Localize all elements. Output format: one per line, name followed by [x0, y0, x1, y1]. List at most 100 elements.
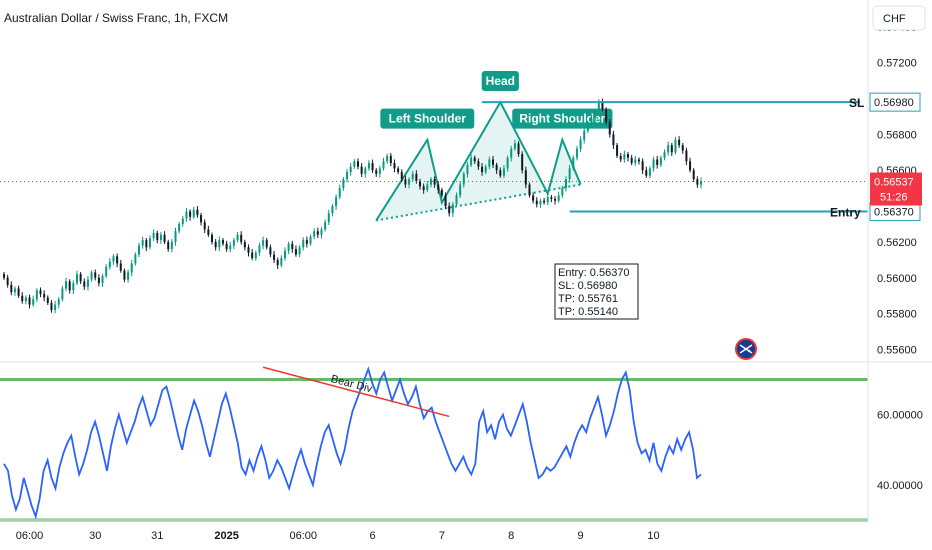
candle [240, 231, 243, 245]
candle-body [138, 245, 141, 255]
candle [528, 182, 531, 198]
candle [637, 157, 640, 165]
candle-body [484, 166, 487, 173]
candle-body [513, 143, 516, 149]
candle-body [422, 186, 425, 190]
candle [236, 231, 239, 243]
candle [130, 259, 133, 277]
candle-body [24, 297, 27, 302]
candle-body [667, 145, 670, 153]
candle [65, 277, 68, 292]
sl-price-tag [869, 92, 921, 112]
candle [112, 254, 115, 265]
candle-body [265, 240, 268, 248]
info-box-line: TP: 0.55761 [558, 293, 618, 305]
candle-body [46, 297, 49, 303]
candle [378, 165, 381, 178]
candle [554, 196, 557, 205]
candle-body [342, 179, 345, 189]
candle [21, 292, 24, 304]
candle [196, 206, 199, 218]
candle [400, 169, 403, 182]
candle [13, 286, 16, 296]
trade-levels: SL Entry 0.56980 0.56370 0.56537 51:26 Entry: … [0, 92, 922, 320]
candle-body [276, 259, 279, 266]
candle-body [167, 241, 170, 250]
candle [262, 236, 265, 250]
candle [28, 294, 31, 309]
candle [258, 242, 261, 256]
candle-body [309, 236, 312, 244]
candle [426, 181, 429, 193]
candle [10, 281, 13, 296]
candle-body [605, 109, 608, 122]
candle [524, 166, 527, 189]
candle [470, 154, 473, 168]
candle [367, 160, 370, 171]
price-tick-label: 0.56200 [877, 237, 917, 249]
candle-body [294, 249, 297, 255]
candle [459, 181, 462, 199]
candle [397, 166, 400, 175]
candle-body [17, 288, 20, 296]
candle-body [152, 232, 155, 239]
candle [386, 153, 389, 164]
candle-body [400, 172, 403, 180]
divergence-label: Bear Div [330, 373, 374, 396]
candle-body [586, 123, 589, 131]
candle-body [13, 288, 16, 293]
flag-icon[interactable] [735, 338, 757, 360]
candle-body [627, 154, 630, 158]
candle-body [170, 241, 173, 250]
candle-body [448, 206, 451, 214]
candle [167, 239, 170, 252]
candle-body [601, 102, 604, 110]
candle [608, 118, 611, 138]
candle-body [517, 143, 520, 155]
candle-body [689, 161, 692, 171]
candle [316, 227, 319, 238]
candle [174, 227, 177, 246]
candle-body [583, 130, 586, 140]
candle [667, 141, 670, 156]
rsi-line [3, 366, 702, 520]
candle [269, 244, 272, 258]
candle-body [561, 188, 564, 196]
candle [225, 240, 228, 252]
candle [371, 159, 374, 173]
currency-label: CHF [883, 13, 906, 25]
candle [138, 242, 141, 258]
candle-body [324, 222, 327, 230]
candle [145, 237, 148, 252]
candle [433, 176, 436, 188]
candle [429, 177, 432, 188]
price-tick-label: 0.56800 [877, 129, 917, 141]
candle [659, 155, 662, 168]
candle [346, 169, 349, 183]
candle-body [616, 145, 619, 156]
candle [189, 209, 192, 221]
currency-button[interactable] [872, 5, 926, 31]
candle [466, 162, 469, 178]
candle [623, 150, 626, 163]
candle-body [550, 197, 553, 199]
candle-body [65, 281, 68, 289]
candle [473, 155, 476, 164]
candle [79, 272, 82, 285]
time-tick-label: 9 [578, 530, 584, 542]
sl-price-text: 0.56980 [874, 97, 914, 109]
candle-body [349, 166, 352, 173]
candle-body [451, 204, 454, 214]
candle [342, 177, 345, 191]
candle-body [488, 159, 491, 167]
candle-body [130, 263, 133, 273]
candle-body [499, 170, 502, 176]
candle [159, 231, 162, 244]
candle [313, 228, 316, 240]
rsi-axis-ticks: 60.00000 40.00000 [877, 410, 923, 492]
candle-body [240, 234, 243, 242]
candle-body [356, 161, 359, 167]
candle-body [21, 295, 24, 302]
time-tick-label: 6 [370, 530, 376, 542]
